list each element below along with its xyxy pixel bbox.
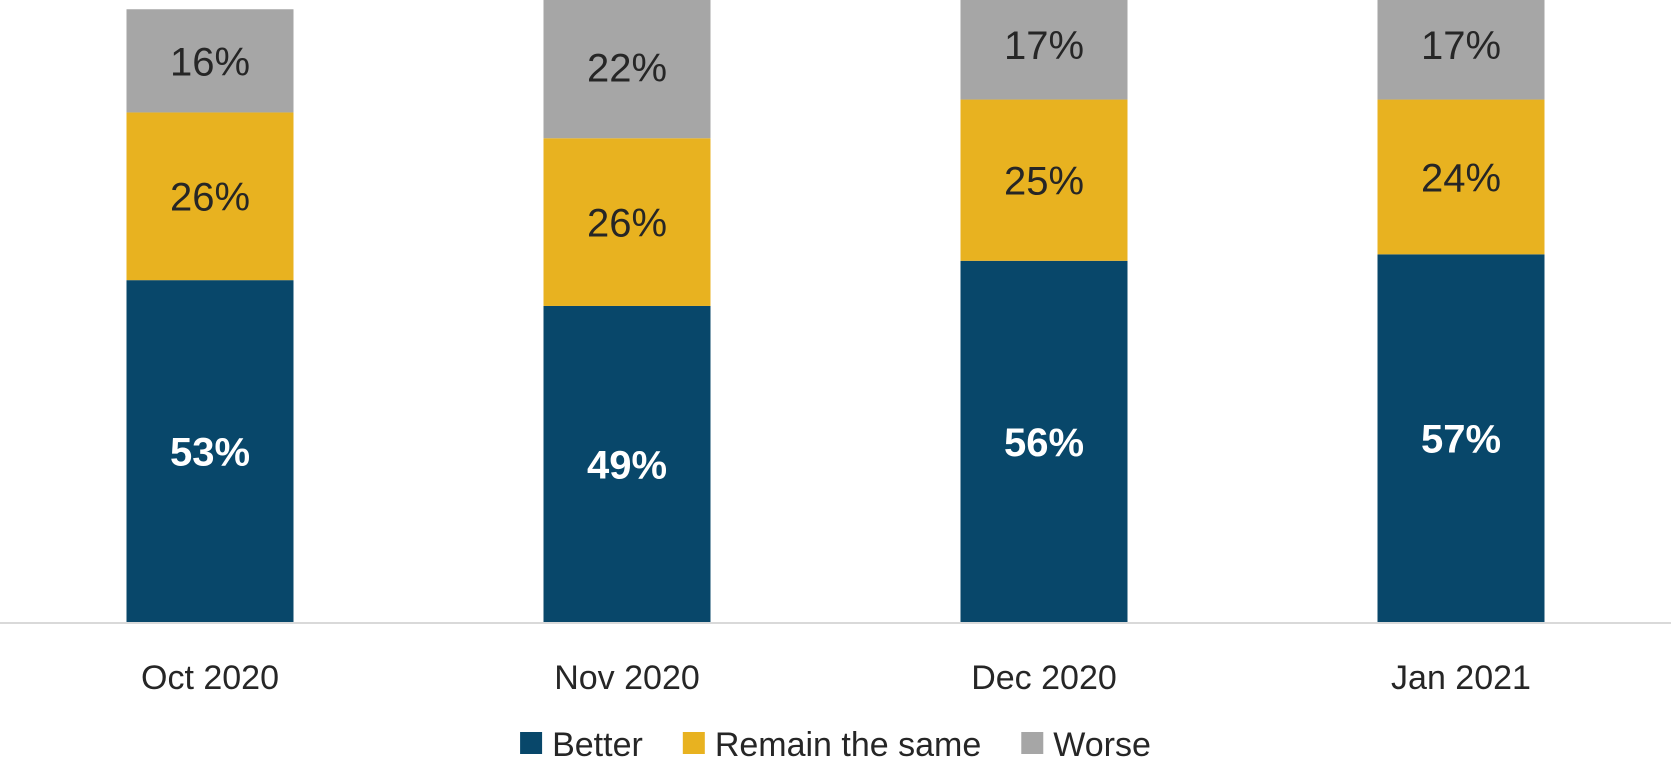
bar-segment-worse-1 — [543, 0, 711, 139]
bar-segment-better-3 — [1377, 254, 1545, 622]
value-label-worse-3: 17% — [1421, 24, 1501, 68]
value-label-remain-the-same-1: 26% — [587, 202, 667, 246]
x-tick-label-2: Dec 2020 — [971, 659, 1117, 697]
legend: Better Remain the same Worse — [520, 726, 1151, 764]
bar-segment-better-2 — [960, 260, 1128, 622]
legend-item-better: Better — [520, 726, 643, 764]
value-label-remain-the-same-3: 24% — [1421, 156, 1501, 200]
value-label-worse-1: 22% — [587, 47, 667, 91]
x-tick-labels: Oct 2020 Nov 2020 Dec 2020 Jan 2021 — [141, 659, 1531, 697]
legend-marker-better — [520, 732, 543, 754]
bars-layer — [126, 0, 1545, 622]
value-label-better-1: 49% — [587, 443, 667, 487]
value-label-worse-2: 17% — [1004, 24, 1084, 68]
x-tick-label-3: Jan 2021 — [1391, 659, 1531, 697]
value-label-worse-0: 16% — [170, 40, 250, 84]
bar-segment-remain-the-same-2 — [960, 99, 1128, 261]
x-tick-label-1: Nov 2020 — [554, 659, 700, 697]
value-labels-layer: 53% 26% 16% 49% 26% 22% 56% 25% 17% 57% 24% 17% — [170, 24, 1501, 487]
bar-segment-remain-the-same-1 — [543, 138, 711, 306]
bar-segment-better-0 — [126, 280, 294, 622]
bar-segment-worse-2 — [960, 0, 1128, 100]
value-label-remain-the-same-0: 26% — [170, 176, 250, 220]
value-label-better-3: 57% — [1421, 418, 1501, 462]
bar-segment-worse-0 — [126, 9, 294, 113]
legend-label-better: Better — [552, 726, 643, 764]
bar-segment-remain-the-same-0 — [126, 112, 294, 281]
x-tick-label-0: Oct 2020 — [141, 659, 279, 697]
bar-segment-better-1 — [543, 305, 711, 622]
legend-marker-worse — [1021, 732, 1044, 754]
legend-label-worse: Worse — [1053, 726, 1151, 764]
legend-item-worse: Worse — [1021, 726, 1151, 764]
bar-segment-worse-3 — [1377, 0, 1545, 100]
value-label-better-0: 53% — [170, 430, 250, 474]
legend-marker-remain-the-same — [682, 732, 705, 754]
bar-segment-remain-the-same-3 — [1377, 99, 1545, 255]
legend-item-remain-the-same: Remain the same — [682, 726, 981, 764]
value-label-remain-the-same-2: 25% — [1004, 160, 1084, 204]
legend-label-remain-the-same: Remain the same — [715, 726, 981, 764]
value-label-better-2: 56% — [1004, 421, 1084, 465]
